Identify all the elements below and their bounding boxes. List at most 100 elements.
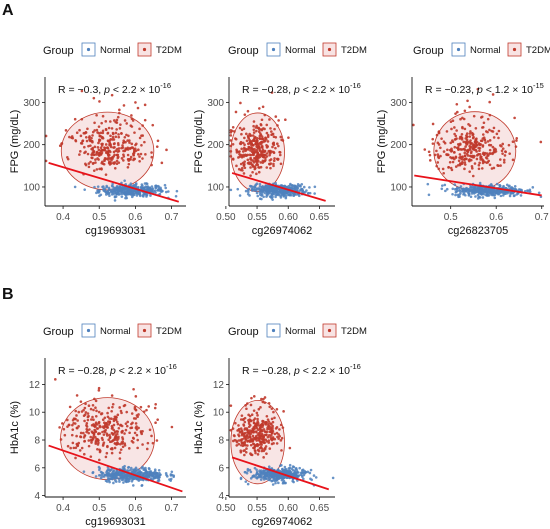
point-t2dm bbox=[83, 434, 87, 437]
point-normal bbox=[143, 471, 147, 475]
point-normal bbox=[280, 184, 284, 187]
point-t2dm bbox=[87, 162, 91, 165]
point-t2dm bbox=[114, 135, 118, 139]
point-normal bbox=[498, 184, 502, 188]
point-normal bbox=[451, 192, 454, 196]
point-t2dm bbox=[58, 144, 62, 148]
point-t2dm bbox=[97, 386, 101, 390]
point-t2dm bbox=[494, 148, 497, 151]
point-t2dm bbox=[252, 143, 255, 147]
point-t2dm bbox=[457, 159, 461, 163]
point-normal bbox=[156, 188, 160, 192]
point-t2dm bbox=[252, 131, 256, 134]
point-t2dm bbox=[274, 115, 278, 118]
point-t2dm bbox=[87, 165, 91, 169]
point-t2dm bbox=[91, 134, 94, 137]
point-t2dm bbox=[119, 409, 123, 413]
point-t2dm bbox=[76, 444, 80, 447]
point-t2dm bbox=[82, 131, 86, 135]
point-t2dm bbox=[239, 449, 243, 453]
point-normal bbox=[511, 187, 515, 191]
point-t2dm bbox=[229, 144, 233, 148]
point-normal bbox=[474, 195, 477, 198]
point-t2dm bbox=[135, 428, 139, 431]
point-t2dm bbox=[96, 447, 99, 451]
point-t2dm bbox=[239, 162, 243, 166]
x-axis-title: cg26974062 bbox=[252, 516, 313, 528]
point-t2dm bbox=[480, 139, 484, 143]
point-normal bbox=[265, 185, 268, 189]
point-t2dm bbox=[95, 128, 99, 132]
point-t2dm bbox=[125, 133, 128, 137]
point-normal bbox=[131, 478, 134, 481]
point-normal bbox=[164, 186, 168, 190]
point-t2dm bbox=[249, 419, 253, 423]
point-t2dm bbox=[59, 438, 63, 441]
point-t2dm bbox=[279, 439, 283, 442]
point-normal bbox=[531, 186, 535, 189]
point-t2dm bbox=[256, 126, 260, 130]
point-t2dm bbox=[288, 446, 292, 450]
point-t2dm bbox=[488, 163, 492, 167]
point-t2dm bbox=[241, 150, 245, 153]
point-normal bbox=[270, 196, 273, 200]
point-t2dm bbox=[103, 425, 106, 428]
point-normal bbox=[454, 193, 457, 197]
point-t2dm bbox=[74, 456, 77, 460]
point-t2dm bbox=[265, 152, 269, 155]
scatter-panel-3: 0.5 0.6 0.7 100 200 300 cg26823705 FPG (mg/dL) R… bbox=[376, 77, 549, 237]
point-t2dm bbox=[145, 447, 149, 451]
point-t2dm bbox=[97, 432, 100, 436]
point-t2dm bbox=[241, 441, 244, 445]
point-t2dm bbox=[481, 145, 485, 148]
point-normal bbox=[302, 473, 306, 477]
y-tick-label: 4 bbox=[34, 491, 40, 502]
point-normal bbox=[112, 469, 116, 472]
point-t2dm bbox=[261, 155, 265, 159]
point-t2dm bbox=[260, 118, 264, 122]
point-t2dm bbox=[279, 135, 283, 139]
point-t2dm bbox=[247, 419, 250, 422]
point-normal bbox=[482, 188, 485, 192]
point-t2dm bbox=[109, 120, 112, 123]
stat-p-symbol: p bbox=[103, 84, 110, 96]
point-t2dm bbox=[91, 130, 95, 134]
point-normal bbox=[149, 477, 153, 481]
point-t2dm bbox=[450, 127, 453, 131]
point-t2dm bbox=[275, 442, 279, 445]
point-normal bbox=[268, 471, 272, 475]
point-normal bbox=[264, 477, 268, 480]
point-t2dm bbox=[263, 153, 266, 157]
point-t2dm bbox=[246, 134, 250, 138]
point-t2dm bbox=[276, 435, 279, 439]
point-t2dm bbox=[449, 141, 453, 145]
point-normal bbox=[278, 476, 282, 480]
point-t2dm bbox=[435, 133, 439, 137]
point-normal bbox=[467, 187, 471, 191]
point-t2dm bbox=[252, 120, 256, 123]
x-tick-label: 0.6 bbox=[128, 503, 142, 514]
point-t2dm bbox=[515, 136, 519, 140]
point-normal bbox=[309, 468, 313, 472]
point-normal bbox=[144, 469, 147, 472]
point-normal bbox=[123, 472, 126, 475]
point-t2dm bbox=[237, 439, 241, 442]
point-t2dm bbox=[128, 431, 131, 435]
point-t2dm bbox=[117, 135, 121, 139]
point-t2dm bbox=[130, 439, 134, 443]
point-t2dm bbox=[96, 131, 99, 134]
point-t2dm bbox=[249, 146, 253, 150]
point-t2dm bbox=[249, 443, 253, 447]
point-normal bbox=[123, 186, 126, 190]
point-t2dm bbox=[267, 434, 271, 437]
point-normal bbox=[490, 193, 494, 197]
point-t2dm bbox=[274, 146, 277, 150]
point-t2dm bbox=[455, 102, 459, 106]
point-t2dm bbox=[259, 122, 263, 126]
point-t2dm bbox=[74, 446, 78, 450]
point-t2dm bbox=[257, 170, 261, 174]
point-normal bbox=[73, 185, 77, 189]
point-t2dm bbox=[105, 451, 109, 455]
point-t2dm bbox=[104, 455, 108, 459]
point-t2dm bbox=[248, 138, 251, 142]
